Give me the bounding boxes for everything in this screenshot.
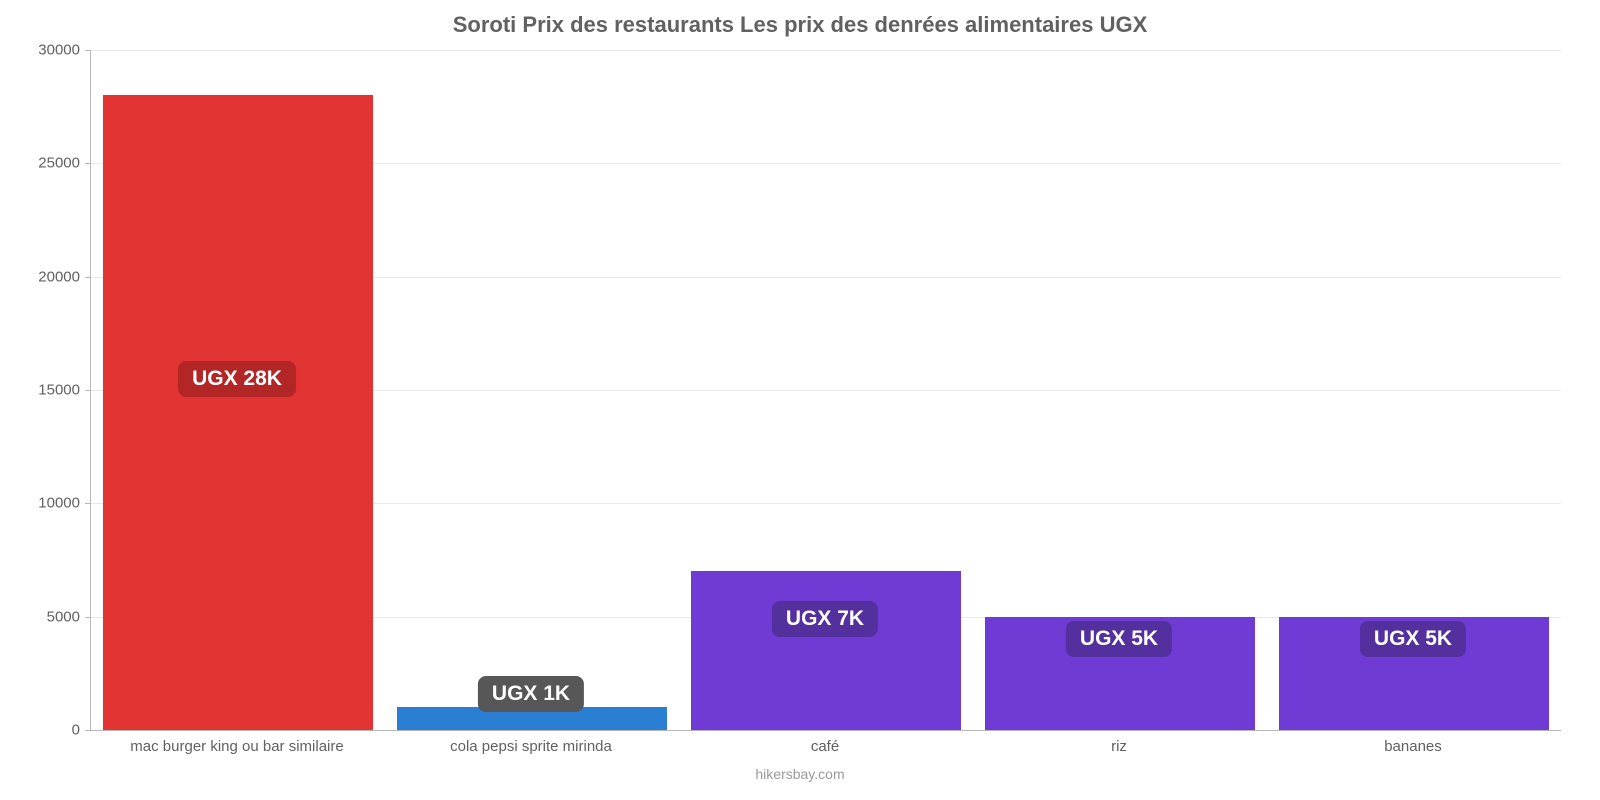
value-badge: UGX 5K	[1360, 621, 1466, 657]
value-badge: UGX 7K	[772, 601, 878, 637]
x-tick-label: bananes	[1384, 738, 1442, 755]
gridline	[91, 50, 1561, 51]
y-tick-mark	[85, 277, 91, 278]
chart-container: Soroti Prix des restaurants Les prix des…	[0, 0, 1600, 800]
y-tick-label: 20000	[38, 268, 80, 285]
y-tick-mark	[85, 730, 91, 731]
y-tick-label: 30000	[38, 42, 80, 59]
source-label: hikersbay.com	[0, 766, 1600, 782]
value-badge: UGX 1K	[478, 676, 584, 712]
y-tick-mark	[85, 390, 91, 391]
value-badge: UGX 28K	[178, 361, 296, 397]
y-tick-label: 5000	[47, 608, 80, 625]
y-tick-label: 15000	[38, 382, 80, 399]
bar	[103, 95, 373, 730]
y-tick-label: 10000	[38, 495, 80, 512]
chart-title: Soroti Prix des restaurants Les prix des…	[0, 12, 1600, 38]
y-tick-mark	[85, 50, 91, 51]
y-tick-mark	[85, 163, 91, 164]
y-tick-mark	[85, 617, 91, 618]
y-tick-label: 0	[72, 722, 80, 739]
x-tick-label: café	[811, 738, 839, 755]
x-tick-label: cola pepsi sprite mirinda	[450, 738, 612, 755]
x-tick-label: mac burger king ou bar similaire	[130, 738, 343, 755]
y-tick-mark	[85, 503, 91, 504]
value-badge: UGX 5K	[1066, 621, 1172, 657]
x-tick-label: riz	[1111, 738, 1127, 755]
y-tick-label: 25000	[38, 155, 80, 172]
bar	[691, 571, 961, 730]
